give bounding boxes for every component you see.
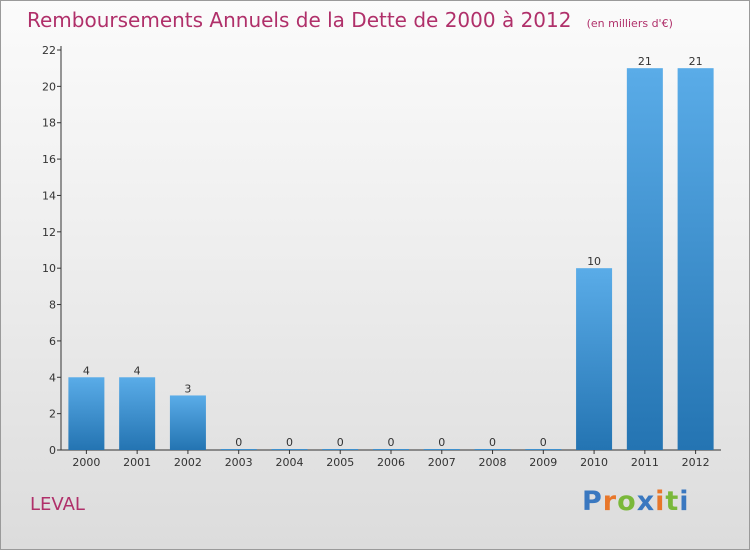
y-tick-label: 22: [42, 44, 56, 57]
x-tick-label: 2001: [123, 456, 151, 469]
bar: [677, 68, 714, 450]
x-tick-label: 2012: [682, 456, 710, 469]
data-label: 21: [689, 55, 703, 68]
chart-title: Remboursements Annuels de la Dette de 20…: [27, 8, 572, 32]
logo-letter: i: [679, 486, 690, 517]
data-label: 0: [286, 436, 293, 449]
data-label: 0: [489, 436, 496, 449]
bar: [322, 449, 359, 450]
bar: [474, 449, 511, 450]
bar: [220, 449, 257, 450]
chart-subtitle: (en milliers d'€): [586, 17, 673, 30]
y-tick-label: 14: [42, 189, 56, 202]
bar: [169, 395, 206, 450]
chart-title-block: Remboursements Annuels de la Dette de 20…: [27, 8, 673, 32]
data-label: 0: [235, 436, 242, 449]
data-label: 3: [184, 382, 191, 395]
x-tick-label: 2000: [72, 456, 100, 469]
bar: [626, 68, 663, 450]
bar: [576, 268, 613, 450]
y-tick-label: 16: [42, 153, 56, 166]
x-tick-label: 2005: [326, 456, 354, 469]
bar: [119, 377, 156, 450]
y-tick-label: 2: [49, 408, 56, 421]
bar: [271, 449, 308, 450]
x-tick-label: 2007: [428, 456, 456, 469]
x-tick-label: 2009: [529, 456, 557, 469]
y-tick-label: 10: [42, 262, 56, 275]
y-tick-label: 12: [42, 226, 56, 239]
commune-name: LEVAL: [30, 494, 85, 515]
logo-letter: o: [617, 486, 637, 517]
bar: [525, 449, 562, 450]
x-tick-label: 2006: [377, 456, 405, 469]
logo-letter: i: [655, 486, 666, 517]
data-label: 0: [438, 436, 445, 449]
y-tick-label: 8: [49, 299, 56, 312]
x-tick-label: 2003: [225, 456, 253, 469]
logo-letter: t: [665, 486, 680, 517]
x-tick-label: 2002: [174, 456, 202, 469]
data-label: 0: [540, 436, 547, 449]
data-label: 4: [134, 364, 141, 377]
bar: [68, 377, 105, 450]
y-tick-label: 18: [42, 117, 56, 130]
y-tick-label: 0: [49, 444, 56, 457]
x-tick-label: 2004: [275, 456, 303, 469]
x-tick-label: 2010: [580, 456, 608, 469]
bar: [373, 449, 409, 450]
data-label: 0: [388, 436, 395, 449]
y-tick-label: 6: [49, 335, 56, 348]
y-tick-label: 4: [49, 371, 56, 384]
data-label: 10: [587, 255, 601, 268]
x-tick-label: 2011: [631, 456, 659, 469]
y-tick-label: 20: [42, 80, 56, 93]
x-tick-label: 2008: [479, 456, 507, 469]
logo-letter: r: [602, 486, 618, 517]
data-label: 4: [83, 364, 90, 377]
bar: [423, 449, 460, 450]
logo-letter: x: [636, 486, 656, 517]
data-label: 0: [337, 436, 344, 449]
logo-letter: P: [582, 486, 603, 517]
proxiti-logo[interactable]: Proxiti: [582, 486, 690, 517]
data-label: 21: [638, 55, 652, 68]
